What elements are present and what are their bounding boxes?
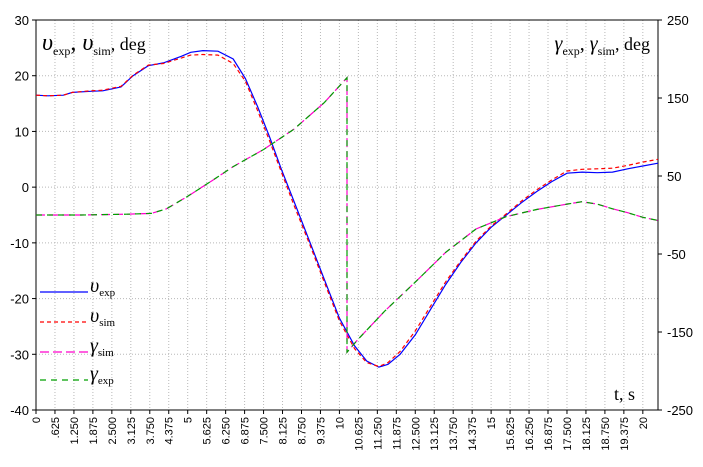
legend-item-v-sim: υsim — [40, 305, 116, 329]
x-tick-label: 15 — [486, 417, 498, 429]
x-tick-label: 15.625 — [505, 417, 517, 451]
x-tick-label: 3.125 — [126, 417, 138, 445]
x-tick-label: 10.625 — [353, 417, 365, 451]
right-tick-label: -250 — [667, 403, 693, 418]
x-tick-label: 6.875 — [240, 417, 252, 445]
x-tick-label: 14.375 — [467, 417, 479, 451]
left-axis-title: υexp, υsim, deg — [42, 30, 146, 58]
x-tick-label: 4.375 — [164, 417, 176, 445]
left-tick-label: -40 — [10, 403, 29, 418]
x-tick-label: 1.250 — [69, 417, 81, 445]
left-tick-label: 0 — [22, 180, 29, 195]
x-tick-label: 3.750 — [145, 417, 157, 445]
series-line-exp-3 — [36, 76, 659, 354]
legend-label: γexp — [90, 363, 114, 387]
x-tick-label: .625 — [50, 417, 62, 438]
right-axis-ticks: 250 150 50 -50 -150 -250 — [658, 13, 693, 418]
x-tick-label: 17.500 — [562, 417, 574, 451]
series-lines — [35, 49, 659, 368]
x-tick-label: 5.625 — [202, 417, 214, 445]
x-tick-label: 9.375 — [315, 417, 327, 445]
series-line-sim-1 — [35, 53, 659, 368]
x-tick-label: 2.500 — [107, 417, 119, 445]
legend-label: υexp — [90, 275, 116, 299]
left-tick-label: 20 — [15, 69, 29, 84]
right-tick-label: 150 — [667, 91, 689, 106]
legend-item-v-exp: υexp — [40, 275, 116, 299]
x-tick-label: 16.875 — [543, 417, 555, 451]
x-tick-label: 18.125 — [581, 417, 593, 451]
left-tick-label: 10 — [15, 124, 29, 139]
legend: υexp υsim γsim γexp — [40, 275, 116, 387]
right-tick-label: -50 — [667, 247, 686, 262]
x-axis-label: t, s — [614, 384, 635, 404]
legend-label: υsim — [90, 305, 116, 329]
left-tick-label: 30 — [15, 13, 29, 28]
left-tick-label: -20 — [10, 292, 29, 307]
x-tick-label: 1.875 — [88, 417, 100, 445]
x-tick-label: 10 — [334, 417, 346, 429]
legend-label: γsim — [90, 335, 114, 359]
right-tick-label: 50 — [667, 169, 681, 184]
x-tick-label: 16.250 — [524, 417, 536, 451]
x-tick-label: 13.125 — [429, 417, 441, 451]
right-axis-title: γexp, γsim, deg — [555, 33, 650, 58]
left-tick-label: -30 — [10, 347, 29, 362]
x-tick-label: 8.125 — [278, 417, 290, 445]
x-tick-label: 8.750 — [296, 417, 308, 445]
x-tick-label: 11.875 — [391, 417, 403, 450]
x-tick-label: 20 — [638, 417, 650, 429]
x-tick-label: 12.500 — [410, 417, 422, 451]
x-tick-label: 6.250 — [221, 417, 233, 445]
x-tick-label: 11.250 — [372, 417, 384, 450]
x-tick-label: 19.375 — [619, 417, 631, 451]
right-tick-label: 250 — [667, 13, 689, 28]
x-tick-label: 13.750 — [448, 417, 460, 451]
x-axis-ticks: 0 .625 1.250 1.875 2.500 3.125 3.750 4.375 5 5.62… — [31, 410, 650, 451]
left-tick-label: -10 — [10, 236, 29, 251]
legend-item-gamma-sim: γsim — [40, 335, 114, 359]
grid-lines — [36, 19, 658, 411]
x-tick-label: 18.750 — [600, 417, 612, 451]
left-axis-ticks: 30 20 10 0 -10 -20 -30 -40 — [10, 13, 36, 418]
x-tick-label: 0 — [31, 417, 43, 423]
x-tick-label: 7.500 — [259, 417, 271, 445]
legend-item-gamma-exp: γexp — [40, 363, 114, 387]
x-tick-label: 5 — [183, 417, 195, 423]
right-tick-label: -150 — [667, 325, 693, 340]
